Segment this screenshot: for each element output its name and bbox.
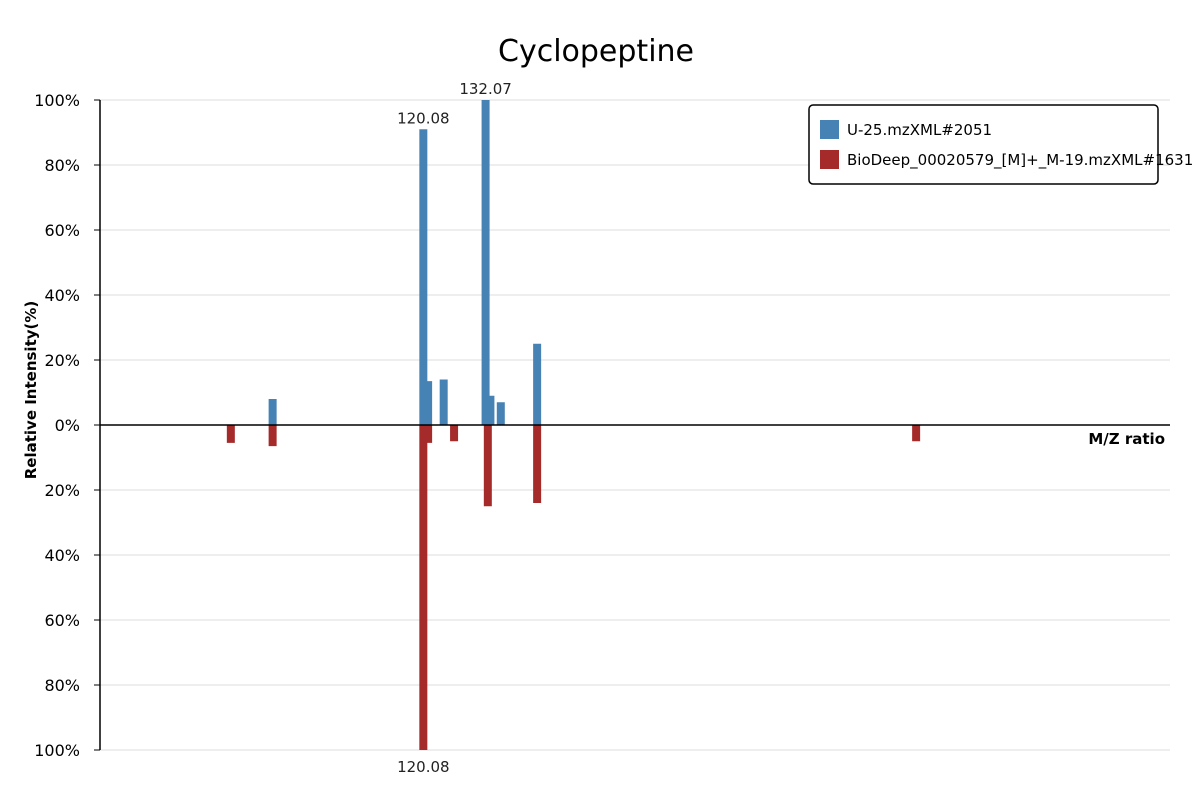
bar-bottom (424, 425, 433, 443)
peak-labels: 120.08 132.07 120.08 (397, 80, 512, 776)
bar-bottom (226, 425, 235, 443)
bar-bottom (912, 425, 921, 442)
bar-bottom (268, 425, 277, 447)
peak-label-bottom: 120.08 (397, 758, 450, 776)
y-tick-label: 20% (44, 351, 80, 370)
bar-top (439, 379, 448, 425)
legend: U-25.mzXML#2051 BioDeep_00020579_[M]+_M-… (808, 104, 1193, 185)
bar-top (481, 100, 490, 425)
y-tick-label: 0% (55, 416, 80, 435)
y-tick-label: 80% (44, 156, 80, 175)
bar-top (486, 395, 495, 425)
grid-lines (100, 99, 1170, 751)
y-tick-label: 100% (34, 91, 80, 110)
bar-bottom (483, 425, 492, 507)
y-axis-label: Relative Intensity(%) (22, 301, 40, 480)
bar-top (496, 402, 505, 425)
bar-bottom (450, 425, 459, 442)
bar-bottom (533, 425, 542, 503)
legend-swatch-series-1 (820, 120, 839, 139)
legend-label-series-2: BioDeep_00020579_[M]+_M-19.mzXML#1631 (847, 151, 1193, 170)
bar-top (533, 343, 542, 425)
x-axis-label: M/Z ratio (1088, 430, 1165, 448)
y-tick-label: 40% (44, 546, 80, 565)
y-axis-ticks: 100% 80% 60% 40% 20% 0% 20% 40% 60% 80% 100% (34, 91, 100, 760)
legend-swatch-series-2 (820, 150, 839, 169)
chart-title: Cyclopeptine (498, 34, 694, 69)
peak-label-top: 132.07 (459, 80, 512, 98)
y-tick-label: 40% (44, 286, 80, 305)
bar-top (419, 129, 428, 425)
y-tick-label: 20% (44, 481, 80, 500)
bar-top (268, 399, 277, 425)
legend-label-series-1: U-25.mzXML#2051 (847, 121, 992, 139)
legend-box (808, 104, 1159, 185)
bar-top (424, 381, 433, 425)
peak-label-top: 120.08 (397, 109, 450, 127)
bars-layer (226, 100, 921, 750)
y-tick-label: 100% (34, 741, 80, 760)
y-tick-label: 60% (44, 221, 80, 240)
y-tick-label: 80% (44, 676, 80, 695)
bar-bottom (419, 425, 428, 750)
y-tick-label: 60% (44, 611, 80, 630)
